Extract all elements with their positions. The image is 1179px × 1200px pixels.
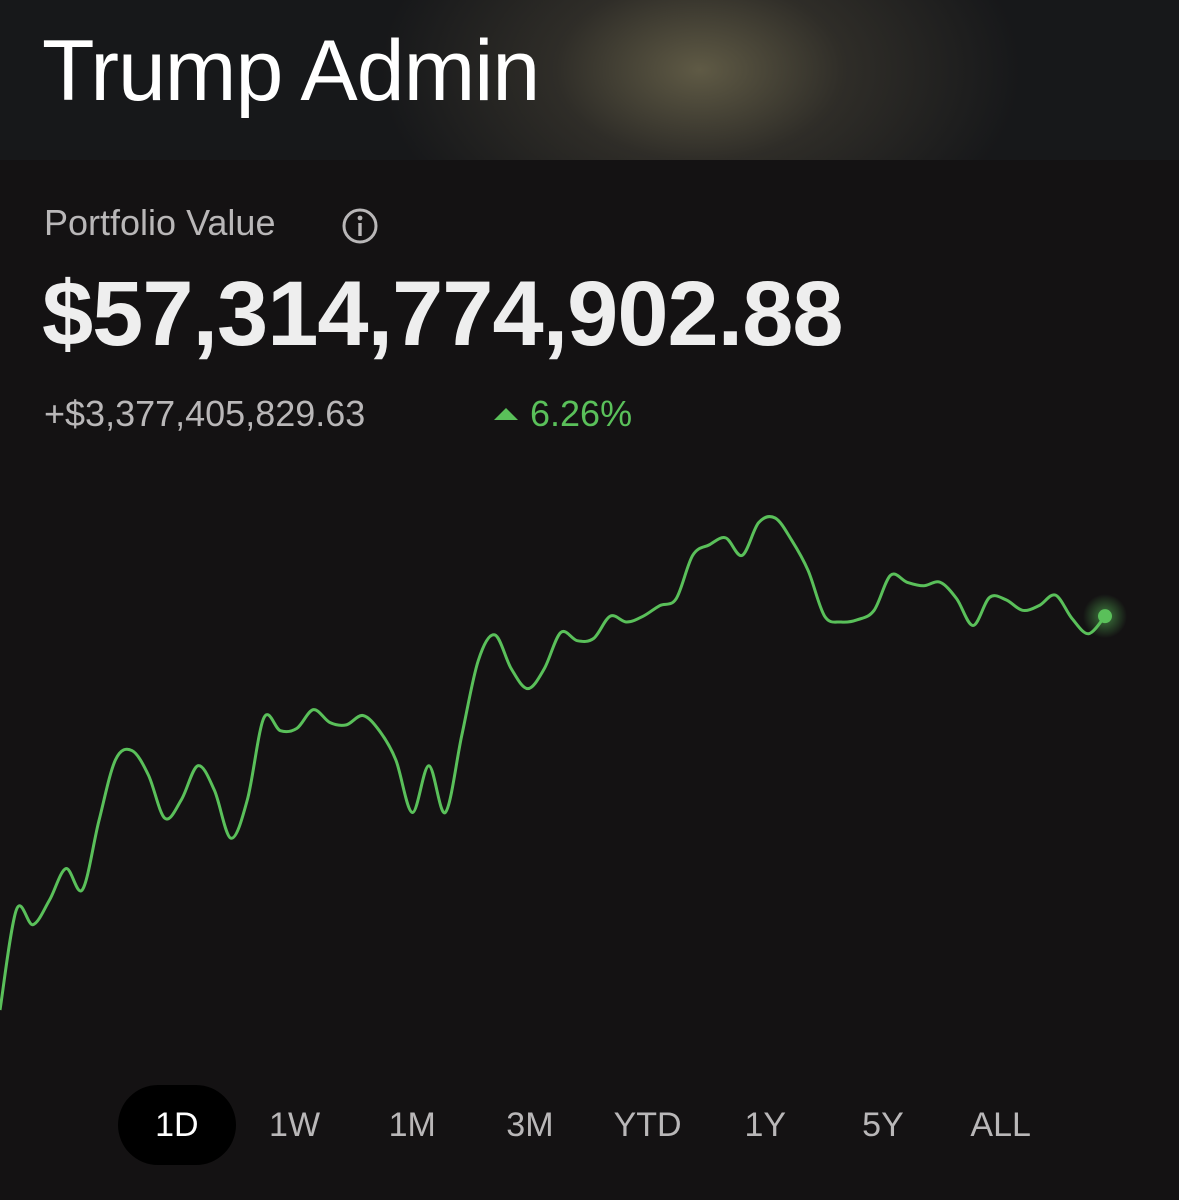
period-button[interactable]: 1Y	[744, 1105, 787, 1144]
price-line	[0, 515, 1107, 1011]
change-percent: 6.26%	[530, 393, 633, 434]
portfolio-label: Portfolio Value	[44, 202, 276, 243]
end-dot	[1098, 609, 1112, 624]
period-button[interactable]: 1W	[269, 1105, 321, 1144]
period-button[interactable]: 5Y	[862, 1105, 904, 1144]
period-button[interactable]: 1M	[388, 1105, 436, 1144]
portfolio-value: $57,314,774,902.88	[42, 263, 844, 365]
period-selector: 1D 1W 1M 3M YTD 1Y 5Y ALL	[118, 1085, 1060, 1165]
header-banner: Trump Admin	[0, 0, 1179, 160]
period-button[interactable]: ALL	[970, 1105, 1031, 1144]
change-percent-group: 6.26%	[494, 393, 632, 435]
period-button[interactable]: 1D	[118, 1085, 236, 1165]
info-icon[interactable]	[340, 206, 380, 246]
period-button[interactable]: YTD	[613, 1105, 682, 1144]
title: Trump Admin	[42, 23, 540, 119]
end-glow	[1083, 594, 1127, 639]
change-amount: +$3,377,405,829.63	[44, 393, 366, 434]
up-arrow	[494, 408, 518, 420]
period-button[interactable]: 3M	[506, 1105, 554, 1144]
